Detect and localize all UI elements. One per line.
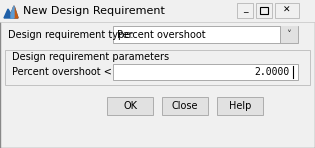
FancyBboxPatch shape [113,26,298,43]
Text: ─: ─ [243,7,247,16]
FancyBboxPatch shape [107,97,153,115]
Text: ✕: ✕ [283,6,291,15]
Text: New Design Requirement: New Design Requirement [23,6,165,16]
FancyBboxPatch shape [280,26,298,43]
Text: OK: OK [123,101,137,111]
Polygon shape [11,6,18,18]
Text: 2.0000: 2.0000 [255,67,290,77]
Polygon shape [11,6,14,18]
Text: Help: Help [229,101,251,111]
Text: Design requirement type:: Design requirement type: [8,30,134,40]
FancyBboxPatch shape [217,97,263,115]
Text: Design requirement parameters: Design requirement parameters [12,52,169,62]
FancyBboxPatch shape [256,3,272,18]
FancyBboxPatch shape [5,50,310,85]
FancyBboxPatch shape [237,3,253,18]
Text: ˅: ˅ [287,30,291,40]
Text: Percent overshoot: Percent overshoot [117,30,206,40]
FancyBboxPatch shape [0,0,315,22]
FancyBboxPatch shape [275,3,299,18]
FancyBboxPatch shape [162,97,208,115]
Polygon shape [4,6,18,18]
FancyBboxPatch shape [113,64,298,80]
Text: Close: Close [172,101,198,111]
Text: Percent overshoot <: Percent overshoot < [12,67,112,77]
